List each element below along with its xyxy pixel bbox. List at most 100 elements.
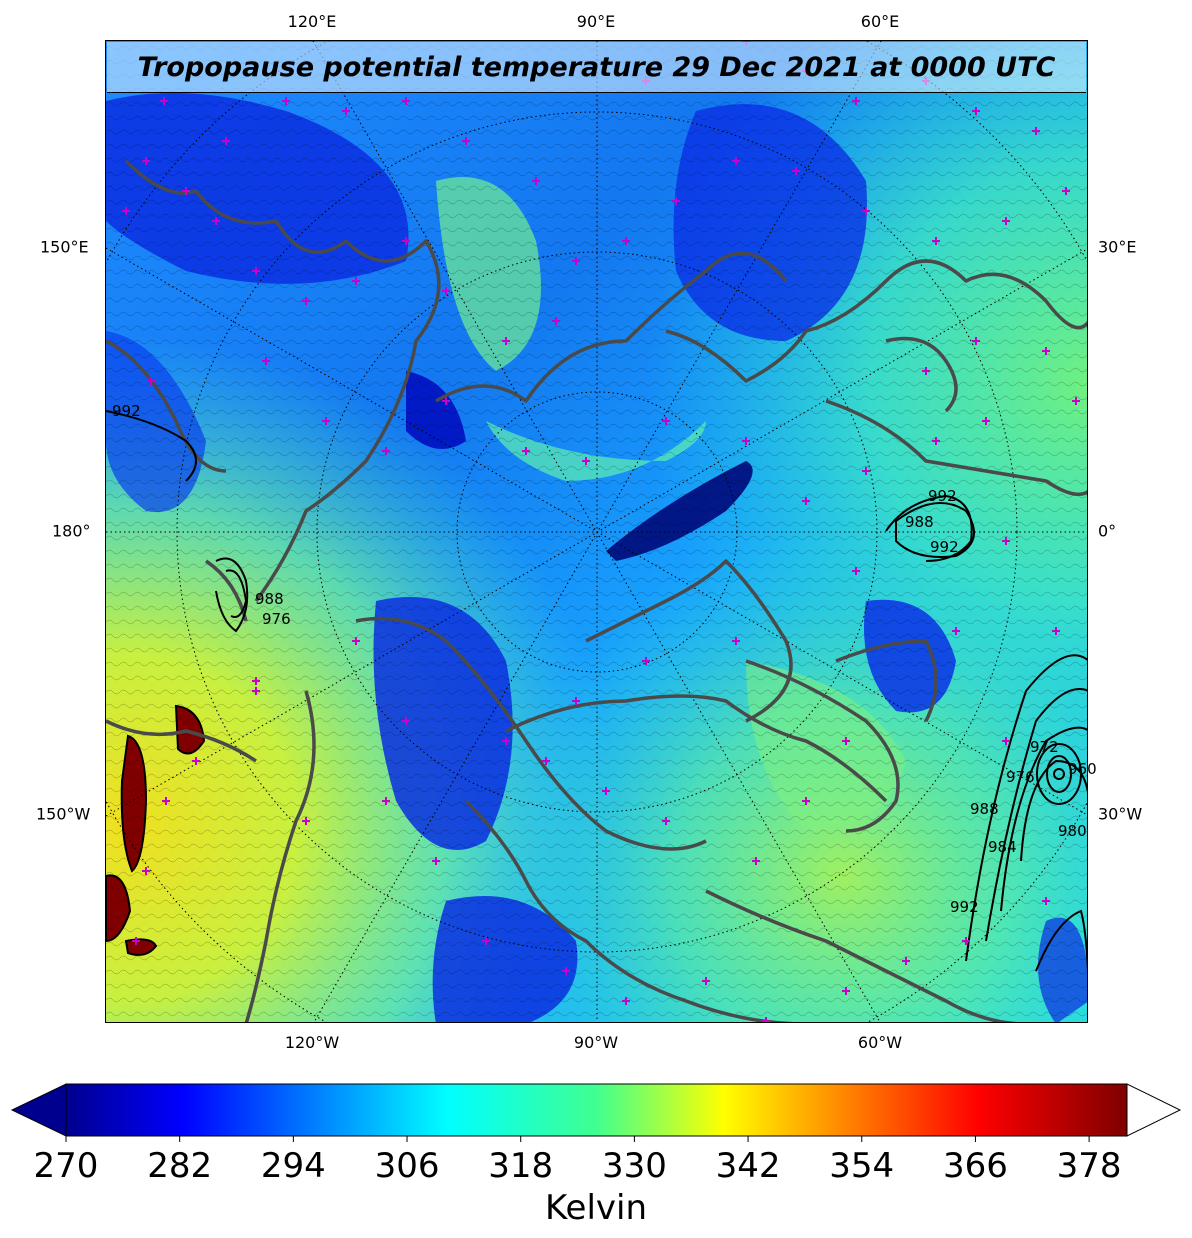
station-marker bbox=[1032, 127, 1040, 135]
colorbar-gradient bbox=[65, 1083, 1128, 1137]
station-marker bbox=[352, 277, 360, 285]
station-marker bbox=[622, 997, 630, 1005]
lon-label-bottom: 120°W bbox=[284, 1033, 340, 1052]
station-marker bbox=[282, 97, 290, 105]
station-marker bbox=[932, 237, 940, 245]
lon-label-right: 30°W bbox=[1098, 804, 1143, 824]
station-marker bbox=[160, 97, 168, 105]
colorbar bbox=[10, 1083, 1182, 1142]
contour-label: 992 bbox=[928, 487, 957, 505]
colorbar-tick-label: 318 bbox=[488, 1146, 554, 1186]
station-marker bbox=[212, 217, 220, 225]
station-marker bbox=[902, 957, 910, 965]
station-marker bbox=[1002, 737, 1010, 745]
contour-label: 988 bbox=[255, 590, 284, 608]
contour-label: 972 bbox=[1030, 738, 1059, 756]
contour-label: 976 bbox=[262, 610, 291, 628]
map-panel: Tropopause potential temperature 29 Dec … bbox=[105, 40, 1088, 1023]
station-marker bbox=[642, 657, 650, 665]
station-marker bbox=[542, 757, 550, 765]
page-title: Tropopause potential temperature 29 Dec … bbox=[137, 51, 1056, 83]
station-marker bbox=[662, 417, 670, 425]
colorbar-tick-label: 294 bbox=[260, 1146, 326, 1186]
station-marker bbox=[792, 167, 800, 175]
station-marker bbox=[732, 157, 740, 165]
lon-label-right: 0° bbox=[1098, 521, 1117, 541]
colorbar-tick-label: 366 bbox=[942, 1146, 1008, 1186]
lon-label-left: 150°E bbox=[40, 237, 89, 257]
station-marker bbox=[382, 447, 390, 455]
station-marker bbox=[572, 697, 580, 705]
lon-label-top: 60°E bbox=[860, 12, 900, 31]
station-marker bbox=[552, 317, 560, 325]
station-marker bbox=[862, 207, 870, 215]
station-marker bbox=[502, 737, 510, 745]
station-marker bbox=[842, 737, 850, 745]
station-marker bbox=[1042, 897, 1050, 905]
station-marker bbox=[1042, 347, 1050, 355]
station-marker bbox=[852, 97, 860, 105]
station-marker bbox=[402, 237, 410, 245]
lon-label-left: 150°W bbox=[36, 804, 91, 824]
station-marker bbox=[582, 457, 590, 465]
station-marker bbox=[952, 627, 960, 635]
station-marker bbox=[342, 107, 350, 115]
station-marker bbox=[972, 337, 980, 345]
colorbar-tick-label: 378 bbox=[1056, 1146, 1122, 1186]
station-marker bbox=[762, 1017, 770, 1022]
title-banner: Tropopause potential temperature 29 Dec … bbox=[107, 42, 1086, 93]
station-marker bbox=[192, 757, 200, 765]
lon-label-left: 180° bbox=[52, 521, 91, 541]
tropopause-map bbox=[106, 41, 1087, 1022]
colorbar-max-extension bbox=[1126, 1083, 1182, 1137]
station-marker bbox=[142, 867, 150, 875]
station-marker bbox=[262, 357, 270, 365]
station-marker bbox=[752, 857, 760, 865]
station-marker bbox=[842, 987, 850, 995]
contour-label: 976 bbox=[1006, 768, 1035, 786]
lon-label-bottom: 60°W bbox=[857, 1033, 903, 1052]
station-marker bbox=[1062, 187, 1070, 195]
colorbar-tick-label: 354 bbox=[829, 1146, 895, 1186]
station-marker bbox=[132, 937, 140, 945]
station-marker bbox=[1002, 217, 1010, 225]
station-marker bbox=[222, 137, 230, 145]
station-marker bbox=[1072, 397, 1080, 405]
station-marker bbox=[442, 287, 450, 295]
contour-label: 980 bbox=[1058, 822, 1087, 840]
station-marker bbox=[742, 437, 750, 445]
station-marker bbox=[972, 107, 980, 115]
colorbar-tick-label: 342 bbox=[715, 1146, 781, 1186]
station-marker bbox=[252, 267, 260, 275]
station-marker bbox=[562, 967, 570, 975]
station-marker bbox=[662, 817, 670, 825]
station-marker bbox=[622, 237, 630, 245]
station-marker bbox=[252, 687, 260, 695]
station-marker bbox=[702, 977, 710, 985]
contour-label: 988 bbox=[970, 800, 999, 818]
station-marker bbox=[862, 467, 870, 475]
contour-label: 984 bbox=[988, 838, 1017, 856]
station-marker bbox=[852, 567, 860, 575]
contour-label: 960 bbox=[1068, 760, 1097, 778]
station-marker bbox=[162, 797, 170, 805]
station-marker bbox=[442, 397, 450, 405]
colorbar-min-extension bbox=[10, 1083, 67, 1137]
contour-label: 988 bbox=[905, 513, 934, 531]
contour-label: 992 bbox=[930, 538, 959, 556]
station-marker bbox=[572, 257, 580, 265]
contour-label: 992 bbox=[950, 898, 979, 916]
station-marker bbox=[482, 937, 490, 945]
station-marker bbox=[182, 187, 190, 195]
station-marker bbox=[142, 157, 150, 165]
lon-label-top: 120°E bbox=[287, 12, 337, 31]
station-marker bbox=[962, 937, 970, 945]
station-marker bbox=[522, 447, 530, 455]
station-marker bbox=[402, 717, 410, 725]
station-marker bbox=[802, 497, 810, 505]
colorbar-tick-label: 330 bbox=[601, 1146, 667, 1186]
colorbar-tick-label: 270 bbox=[33, 1146, 99, 1186]
station-marker bbox=[732, 637, 740, 645]
station-marker bbox=[1002, 537, 1010, 545]
pressure-contours bbox=[106, 410, 1087, 973]
